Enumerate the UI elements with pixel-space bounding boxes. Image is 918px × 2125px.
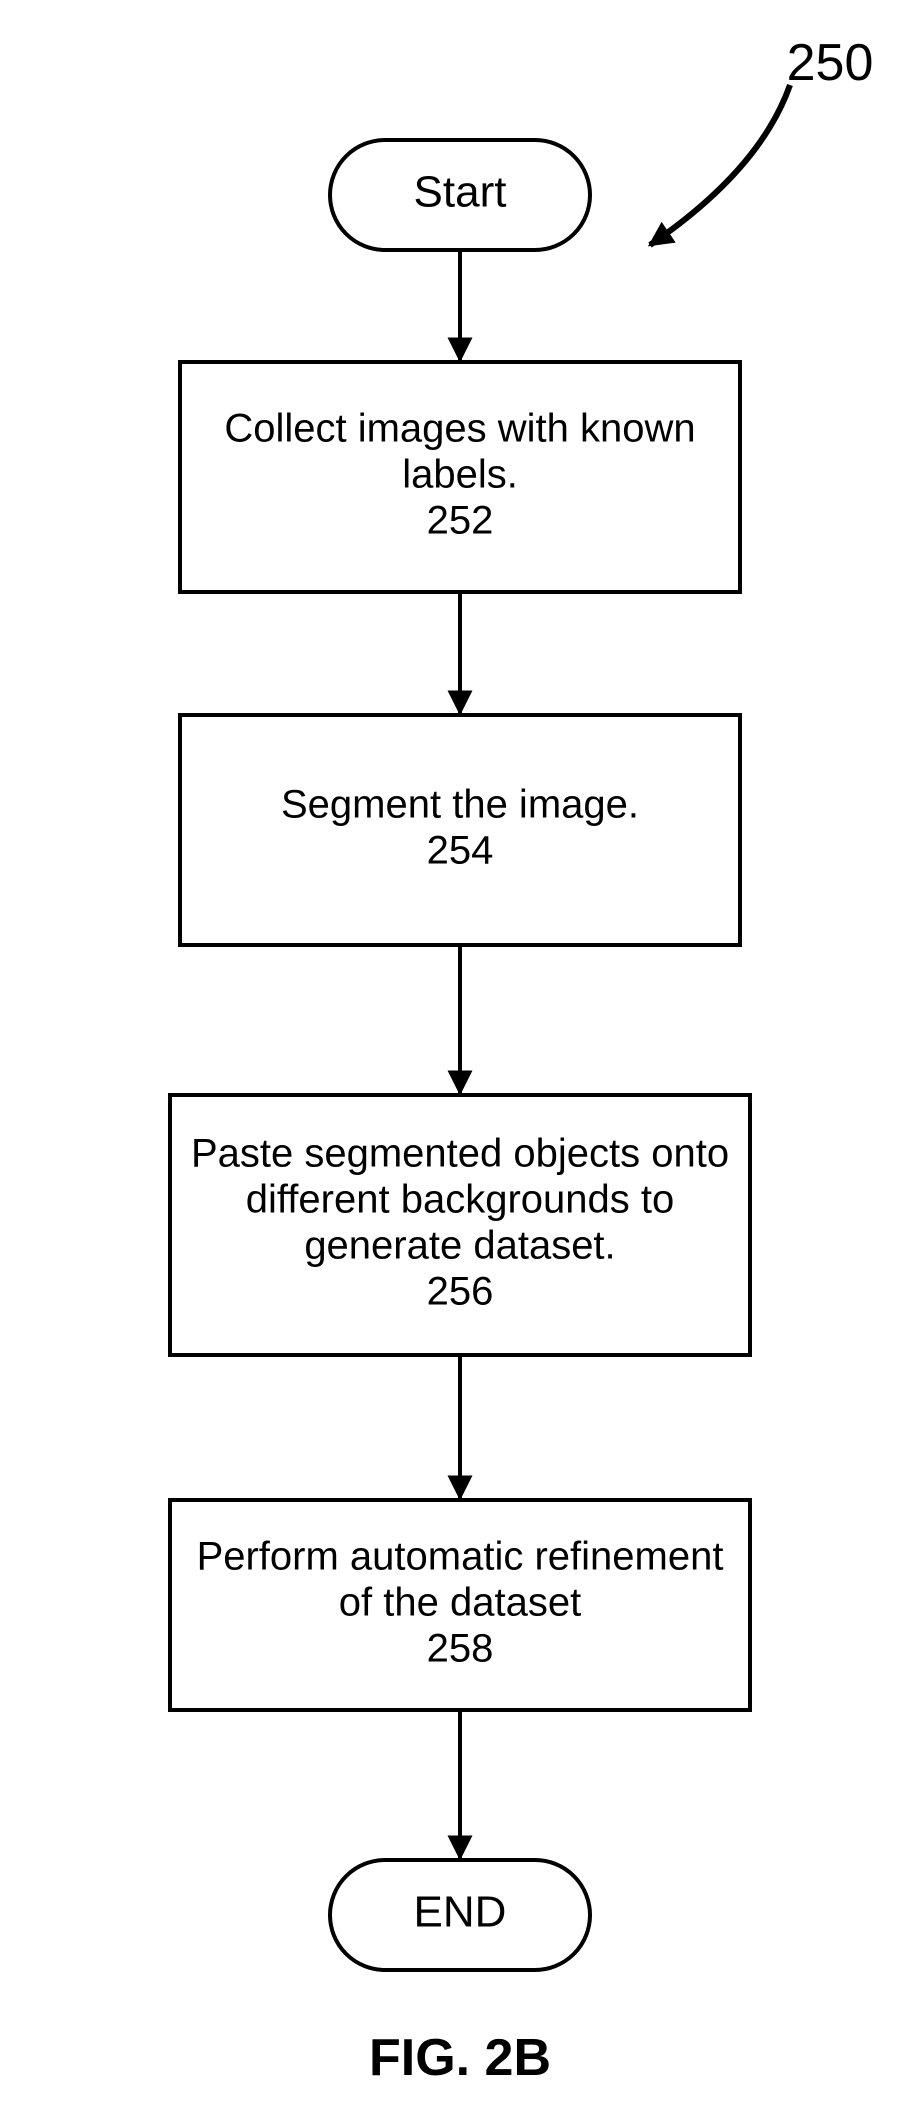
node-n252-line-0: Collect images with known	[224, 407, 695, 451]
node-n258: Perform automatic refinementof the datas…	[170, 1500, 750, 1710]
node-n254-line-1: 254	[427, 829, 494, 873]
node-n252: Collect images with knownlabels.252	[180, 362, 740, 592]
node-end: END	[330, 1860, 590, 1970]
node-end-line-0: END	[414, 1888, 507, 1937]
node-n258-line-2: 258	[427, 1627, 494, 1671]
node-n258-line-0: Perform automatic refinement	[197, 1535, 724, 1579]
node-n256-line-3: 256	[427, 1270, 494, 1314]
node-n252-line-2: 252	[427, 499, 494, 543]
node-n254: Segment the image.254	[180, 715, 740, 945]
node-n256-line-1: different backgrounds to	[246, 1178, 674, 1222]
node-n254-line-0: Segment the image.	[281, 783, 639, 827]
figure-label: FIG. 2B	[369, 2029, 551, 2087]
node-n258-line-1: of the dataset	[339, 1581, 581, 1625]
node-start-line-0: Start	[414, 168, 507, 217]
node-n256-line-2: generate dataset.	[304, 1224, 615, 1268]
node-n256-line-0: Paste segmented objects onto	[191, 1132, 729, 1176]
node-n252-line-1: labels.	[402, 453, 518, 497]
diagram-number: 250	[787, 34, 874, 92]
callout-arrow	[650, 85, 790, 245]
node-n256: Paste segmented objects ontodifferent ba…	[170, 1095, 750, 1355]
node-start: Start	[330, 140, 590, 250]
